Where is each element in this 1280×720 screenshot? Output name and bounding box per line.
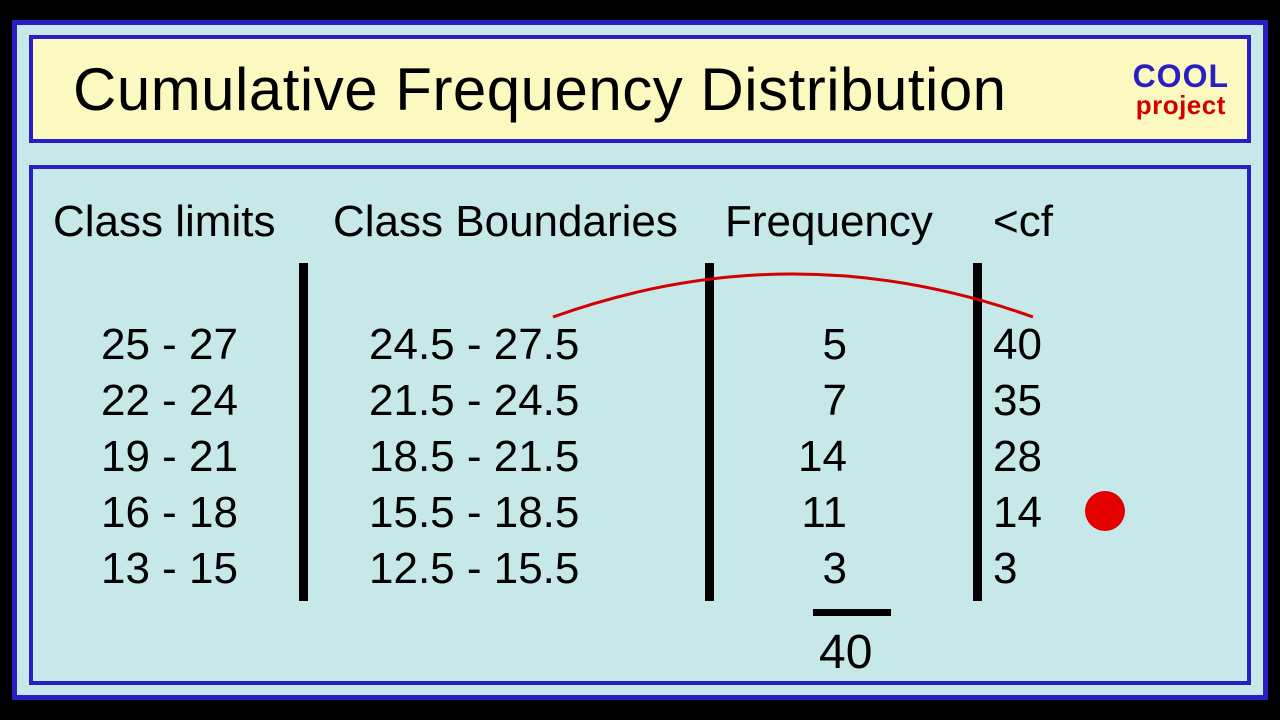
page-title: Cumulative Frequency Distribution [73, 55, 1133, 124]
column-divider [973, 263, 982, 601]
cell: 40 [993, 317, 1042, 373]
header-class-limits: Class limits [53, 197, 275, 247]
title-bar: Cumulative Frequency Distribution COOL p… [29, 35, 1251, 143]
logo-top: COOL [1133, 60, 1229, 92]
cell: 3 [993, 541, 1042, 597]
logo: COOL project [1133, 60, 1229, 118]
cell: 35 [993, 373, 1042, 429]
frequency-sum: 40 [819, 625, 872, 680]
cell: 28 [993, 429, 1042, 485]
cell: 3 [33, 541, 903, 597]
header-cf: <cf [993, 197, 1053, 247]
cell: 11 [33, 485, 903, 541]
cell: 14 [993, 485, 1042, 541]
cell: 14 [33, 429, 903, 485]
cell: 7 [33, 373, 903, 429]
sum-rule [813, 609, 891, 616]
logo-bottom: project [1133, 92, 1229, 118]
header-frequency: Frequency [725, 197, 933, 247]
column-cf: 40 35 28 14 3 [993, 317, 1042, 597]
column-frequency: 5 7 14 11 3 [33, 317, 903, 597]
frame: Cumulative Frequency Distribution COOL p… [12, 20, 1268, 700]
pointer-dot-icon [1085, 491, 1125, 531]
header-class-boundaries: Class Boundaries [333, 197, 678, 247]
cell: 5 [33, 317, 903, 373]
table-panel: Class limits Class Boundaries Frequency … [29, 165, 1251, 685]
